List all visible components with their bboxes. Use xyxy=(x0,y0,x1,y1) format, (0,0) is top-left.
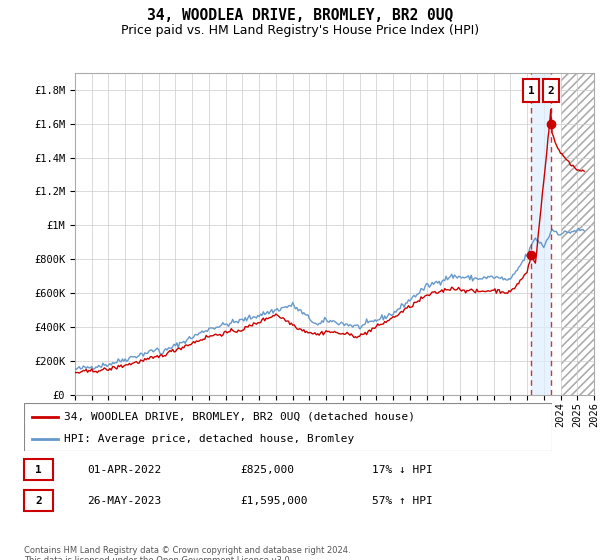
Text: £825,000: £825,000 xyxy=(240,465,294,475)
Text: Price paid vs. HM Land Registry's House Price Index (HPI): Price paid vs. HM Land Registry's House … xyxy=(121,24,479,36)
Text: £1,595,000: £1,595,000 xyxy=(240,496,308,506)
Text: 1: 1 xyxy=(35,465,42,475)
Text: 34, WOODLEA DRIVE, BROMLEY, BR2 0UQ (detached house): 34, WOODLEA DRIVE, BROMLEY, BR2 0UQ (det… xyxy=(64,412,415,422)
Text: 26-MAY-2023: 26-MAY-2023 xyxy=(87,496,161,506)
Text: 2: 2 xyxy=(547,86,554,96)
Text: 17% ↓ HPI: 17% ↓ HPI xyxy=(372,465,433,475)
Text: 34, WOODLEA DRIVE, BROMLEY, BR2 0UQ: 34, WOODLEA DRIVE, BROMLEY, BR2 0UQ xyxy=(147,8,453,24)
FancyBboxPatch shape xyxy=(523,80,539,102)
FancyBboxPatch shape xyxy=(543,80,559,102)
Text: 1: 1 xyxy=(528,86,535,96)
Bar xyxy=(560,73,594,395)
Text: HPI: Average price, detached house, Bromley: HPI: Average price, detached house, Brom… xyxy=(64,434,354,444)
Bar xyxy=(531,73,551,395)
Text: Contains HM Land Registry data © Crown copyright and database right 2024.
This d: Contains HM Land Registry data © Crown c… xyxy=(24,546,350,560)
Text: 01-APR-2022: 01-APR-2022 xyxy=(87,465,161,475)
FancyBboxPatch shape xyxy=(24,403,552,451)
Text: 57% ↑ HPI: 57% ↑ HPI xyxy=(372,496,433,506)
Bar xyxy=(560,73,594,395)
Text: 2: 2 xyxy=(35,496,42,506)
